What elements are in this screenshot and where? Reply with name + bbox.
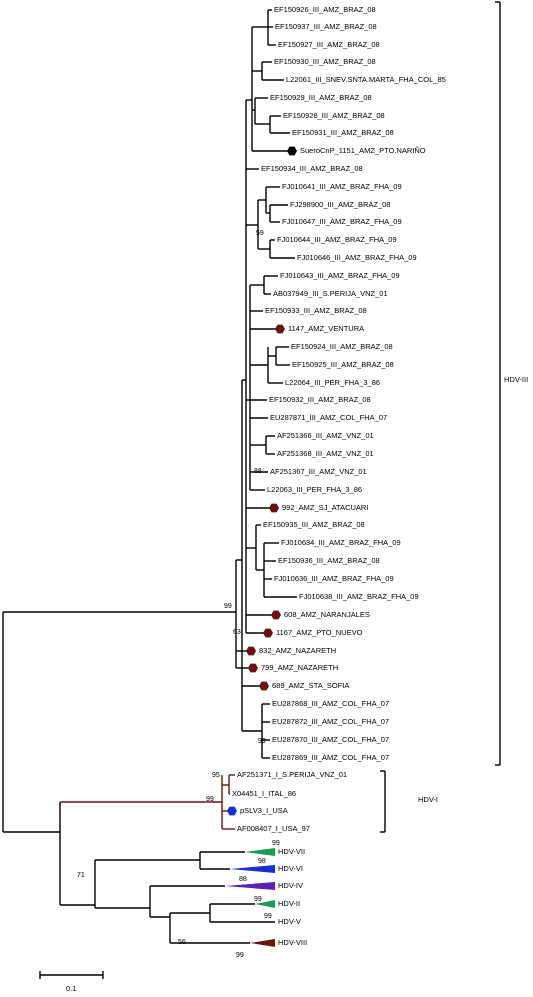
collapsed-clade bbox=[245, 848, 275, 856]
leaf-label: L22064_III_PER_FHA_3_86 bbox=[285, 378, 380, 387]
bootstrap-value: 99 bbox=[236, 952, 244, 959]
collapsed-clade bbox=[230, 865, 275, 873]
leaf-label: AF251367_III_AMZ_VNZ_01 bbox=[270, 467, 367, 476]
sample-marker bbox=[263, 628, 273, 638]
leaf-label: FJ010638_III_AMZ_BRAZ_FHA_09 bbox=[299, 592, 419, 601]
collapsed-clade bbox=[255, 900, 275, 908]
leaf-label: FJ010636_III_AMZ_BRAZ_FHA_09 bbox=[274, 574, 394, 583]
bootstrap-value: 99 bbox=[264, 913, 272, 920]
leaf-label: AF251366_III_AMZ_VNZ_01 bbox=[277, 431, 374, 440]
clade-label: HDV-I bbox=[418, 795, 438, 804]
leaf-label: EF150927_III_AMZ_BRAZ_08 bbox=[278, 40, 380, 49]
collapsed-clade bbox=[250, 939, 275, 947]
sample-marker bbox=[275, 324, 285, 334]
bootstrap-value: 71 bbox=[77, 872, 85, 879]
clade-label: HDV-VII bbox=[278, 847, 305, 856]
sample-marker bbox=[259, 681, 269, 691]
leaf-label: EU287869_III_AMZ_COL_FHA_07 bbox=[272, 753, 389, 762]
leaf-label: EF150937_III_AMZ_BRAZ_08 bbox=[275, 22, 377, 31]
leaf-label: EF150934_III_AMZ_BRAZ_08 bbox=[261, 164, 363, 173]
leaf-label: EF150932_III_AMZ_BRAZ_08 bbox=[269, 395, 371, 404]
bootstrap-value: 88 bbox=[254, 468, 262, 475]
leaf-label: 1147_AMZ_VENTURA bbox=[288, 324, 364, 333]
leaf-label: L22063_III_PER_FHA_3_86 bbox=[267, 485, 362, 494]
leaf-label: EU287872_III_AMZ_COL_FHA_07 bbox=[272, 717, 389, 726]
leaf-label: 689_AMZ_STA_SOFIA bbox=[272, 681, 349, 690]
leaf-label: EF150924_III_AMZ_BRAZ_08 bbox=[291, 342, 393, 351]
leaf-label: FJ010646_III_AMZ_BRAZ_FHA_09 bbox=[297, 253, 417, 262]
leaf-label: EU287871_III_AMZ_COL_FHA_07 bbox=[270, 413, 387, 422]
bootstrap-value: 95 bbox=[212, 772, 220, 779]
leaf-label: EF150931_III_AMZ_BRAZ_08 bbox=[292, 128, 394, 137]
sample-marker bbox=[227, 806, 237, 816]
clade-label: HDV-VIII bbox=[278, 938, 307, 947]
leaf-label: EF150936_III_AMZ_BRAZ_08 bbox=[278, 556, 380, 565]
leaf-label: 1167_AMZ_PTO_NUEVO bbox=[276, 628, 363, 637]
leaf-label: EF150929_III_AMZ_BRAZ_08 bbox=[270, 93, 372, 102]
leaf-label: EF150928_III_AMZ_BRAZ_08 bbox=[283, 111, 385, 120]
bootstrap-value: 63 bbox=[233, 629, 241, 636]
leaf-label: FJ010634_III_AMZ_BRAZ_FHA_09 bbox=[281, 538, 401, 547]
bootstrap-value: 98 bbox=[258, 858, 266, 865]
sample-marker bbox=[248, 663, 258, 673]
clade-label: HDV-III bbox=[504, 375, 528, 384]
sample-marker bbox=[246, 646, 256, 656]
clade-label: HDV-VI bbox=[278, 864, 303, 873]
leaf-label: EU287870_III_AMZ_COL_FHA_07 bbox=[272, 735, 389, 744]
leaf-label: L22061_III_SNEV.SNTA.MARTA_FHA_COL_85 bbox=[286, 75, 446, 84]
bootstrap-value: 99 bbox=[224, 603, 232, 610]
leaf-label: SueroCnP_1151_AMZ_PTO.NARIÑO bbox=[300, 146, 426, 155]
leaf-label: FJ010644_III_AMZ_BRAZ_FHA_09 bbox=[277, 235, 397, 244]
leaf-label: FJ010647_III_AMZ_BRAZ_FHA_09 bbox=[282, 217, 402, 226]
collapsed-clade bbox=[225, 882, 275, 890]
scale-label: 0.1 bbox=[66, 984, 76, 992]
bootstrap-value: 99 bbox=[272, 840, 280, 847]
leaf-label: AB037949_III_S.PERIJA_VNZ_01 bbox=[273, 289, 388, 298]
leaf-label: 832_AMZ_NAZARETH bbox=[259, 646, 336, 655]
leaf-label: 608_AMZ_NARANJALES bbox=[284, 610, 370, 619]
leaf-label: AF251368_III_AMZ_VNZ_01 bbox=[277, 449, 374, 458]
leaf-label: FJ298900_III_AMZ_BRAZ_08 bbox=[290, 200, 390, 209]
leaf-label: EU287868_III_AMZ_COL_FHA_07 bbox=[272, 699, 389, 708]
sample-marker bbox=[269, 503, 279, 513]
bootstrap-value: 56 bbox=[178, 939, 186, 946]
bootstrap-value: 99 bbox=[258, 738, 266, 745]
bootstrap-value: 99 bbox=[254, 896, 262, 903]
leaf-label: 992_AMZ_SJ_ATACUARI bbox=[282, 503, 368, 512]
leaf-label: FJ010643_III_AMZ_BRAZ_FHA_09 bbox=[280, 271, 400, 280]
leaf-label: AF251371_I_S.PERIJA_VNZ_01 bbox=[237, 770, 347, 779]
bootstrap-value: 59 bbox=[256, 230, 264, 237]
leaf-label: 799_AMZ_NAZARETH bbox=[261, 663, 338, 672]
leaf-label: EF150926_III_AMZ_BRAZ_08 bbox=[274, 5, 376, 14]
clade-label: HDV-V bbox=[278, 917, 301, 926]
leaf-label: EF150930_III_AMZ_BRAZ_08 bbox=[274, 57, 376, 66]
leaf-label: EF150933_III_AMZ_BRAZ_08 bbox=[265, 306, 367, 315]
leaf-label: X04451_I_ITAL_86 bbox=[232, 789, 296, 798]
sample-marker bbox=[271, 610, 281, 620]
leaf-label: pSLV3_I_USA bbox=[240, 806, 288, 815]
leaf-label: AF008407_I_USA_97 bbox=[237, 824, 310, 833]
bootstrap-value: 88 bbox=[239, 876, 247, 883]
bootstrap-value: 99 bbox=[206, 796, 214, 803]
leaf-label: FJ010641_III_AMZ_BRAZ_FHA_09 bbox=[282, 182, 402, 191]
clade-label: HDV-IV bbox=[278, 881, 303, 890]
leaf-label: EF150935_III_AMZ_BRAZ_08 bbox=[263, 520, 365, 529]
sample-marker bbox=[287, 146, 297, 156]
clade-label: HDV-II bbox=[278, 899, 300, 908]
leaf-label: EF150925_III_AMZ_BRAZ_08 bbox=[292, 360, 394, 369]
